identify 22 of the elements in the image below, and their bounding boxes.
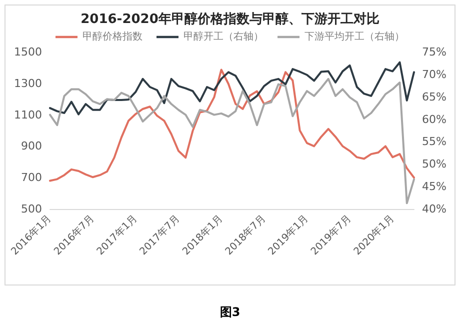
y2-tick-label: 65% <box>422 90 446 104</box>
legend-label: 甲醇价格指数 <box>82 30 142 42</box>
legend-label: 下游平均开工（右轴） <box>304 30 404 42</box>
y2-tick-label: 75% <box>422 46 446 58</box>
y-tick-label: 900 <box>21 140 42 153</box>
chart-title: 2016-2020年甲醇价格指数与甲醇、下游开工对比 <box>80 11 380 27</box>
y2-tick-label: 55% <box>422 135 446 148</box>
y2-tick-label: 50% <box>422 158 446 171</box>
y-tick-label: 1300 <box>14 76 42 90</box>
y-tick-label: 1500 <box>14 46 42 58</box>
line-series <box>49 78 415 204</box>
line-series <box>49 68 415 182</box>
y2-tick-label: 60% <box>422 112 446 126</box>
legend-label: 甲醇开工（右轴） <box>184 30 264 42</box>
line-series <box>49 61 415 116</box>
y-tick-label: 700 <box>21 171 42 184</box>
caption: 图3 <box>220 305 240 319</box>
y-tick-label: 1100 <box>14 108 42 122</box>
y2-tick-label: 40% <box>422 202 446 216</box>
y2-tick-label: 70% <box>422 68 446 81</box>
y2-tick-label: 45% <box>422 180 446 194</box>
y-tick-label: 500 <box>21 202 42 216</box>
